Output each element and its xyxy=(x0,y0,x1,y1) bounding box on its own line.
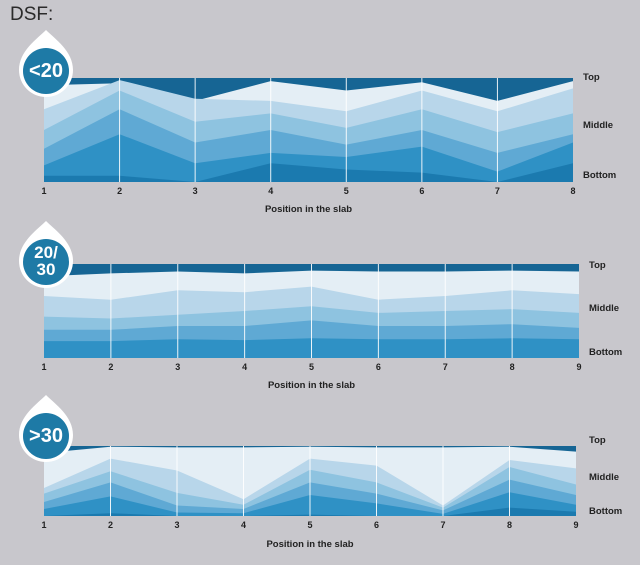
category-badge: <20 xyxy=(19,30,73,97)
badge-circle xyxy=(23,413,69,459)
density-layer-5 xyxy=(44,134,573,182)
badge-label: <20 xyxy=(29,60,63,82)
x-tick-label: 3 xyxy=(175,362,180,372)
x-tick-label: 8 xyxy=(510,362,515,372)
x-tick-label: 2 xyxy=(117,186,122,196)
x-axis-title: Position in the slab xyxy=(266,539,353,550)
x-tick-label: 1 xyxy=(41,362,46,372)
x-tick-label: 6 xyxy=(376,362,381,372)
x-tick-label: 7 xyxy=(443,362,448,372)
density-layer-6 xyxy=(44,507,576,516)
x-tick-label: 2 xyxy=(108,520,113,530)
x-tick-label: 5 xyxy=(344,186,349,196)
x-tick-label: 4 xyxy=(268,186,273,196)
density-layer-6 xyxy=(44,163,573,182)
category-badge: 20/30 xyxy=(19,221,73,288)
x-tick-label: 3 xyxy=(174,520,179,530)
depth-label-top: Top xyxy=(589,435,606,446)
x-tick-label: 7 xyxy=(495,186,500,196)
badge-label: 20/30 xyxy=(34,243,58,279)
x-tick-label: 9 xyxy=(573,520,578,530)
x-tick-label: 8 xyxy=(570,186,575,196)
badge-label-line: 30 xyxy=(37,260,56,279)
x-tick-label: 4 xyxy=(242,362,247,372)
x-axis-title: Position in the slab xyxy=(265,204,352,215)
x-tick-label: 1 xyxy=(41,520,46,530)
chart-panel-1: 1 2 3 4 5 6 7 8 Position in the slab Top Middle Bot… xyxy=(19,30,616,215)
x-tick-label: 6 xyxy=(419,186,424,196)
depth-label-middle: Middle xyxy=(583,120,613,131)
x-tick-label: 6 xyxy=(374,520,379,530)
badge-label-line: <20 xyxy=(29,60,63,82)
x-tick-label: 5 xyxy=(307,520,312,530)
badge-label-line: >30 xyxy=(29,425,63,447)
x-tick-label: 8 xyxy=(507,520,512,530)
depth-label-middle: Middle xyxy=(589,303,619,314)
category-badge: >30 xyxy=(19,395,73,462)
depth-label-top: Top xyxy=(589,260,606,271)
chart-panel-2: 1 2 3 4 5 6 7 8 9 Position in the slab Top Middle Bo… xyxy=(19,221,622,391)
x-axis-title: Position in the slab xyxy=(268,380,355,391)
x-tick-label: 1 xyxy=(41,186,46,196)
x-tick-label: 2 xyxy=(108,362,113,372)
x-tick-label: 5 xyxy=(309,362,314,372)
depth-label-bottom: Bottom xyxy=(589,347,622,358)
x-tick-label: 9 xyxy=(576,362,581,372)
depth-label-top: Top xyxy=(583,72,600,83)
x-tick-label: 7 xyxy=(440,520,445,530)
depth-label-bottom: Bottom xyxy=(583,170,616,181)
badge-circle xyxy=(23,48,69,94)
chart-panel-3: 1 2 3 4 5 6 7 8 9 Position in the slab Top Middle Bo… xyxy=(19,395,622,550)
depth-label-bottom: Bottom xyxy=(589,506,622,517)
x-tick-label: 3 xyxy=(193,186,198,196)
badge-circle xyxy=(23,239,69,285)
badge-label-line: 20/ xyxy=(34,243,58,262)
x-tick-label: 4 xyxy=(241,520,246,530)
depth-label-middle: Middle xyxy=(589,472,619,483)
badge-label: >30 xyxy=(29,425,63,447)
page-title: DSF: xyxy=(10,4,54,25)
